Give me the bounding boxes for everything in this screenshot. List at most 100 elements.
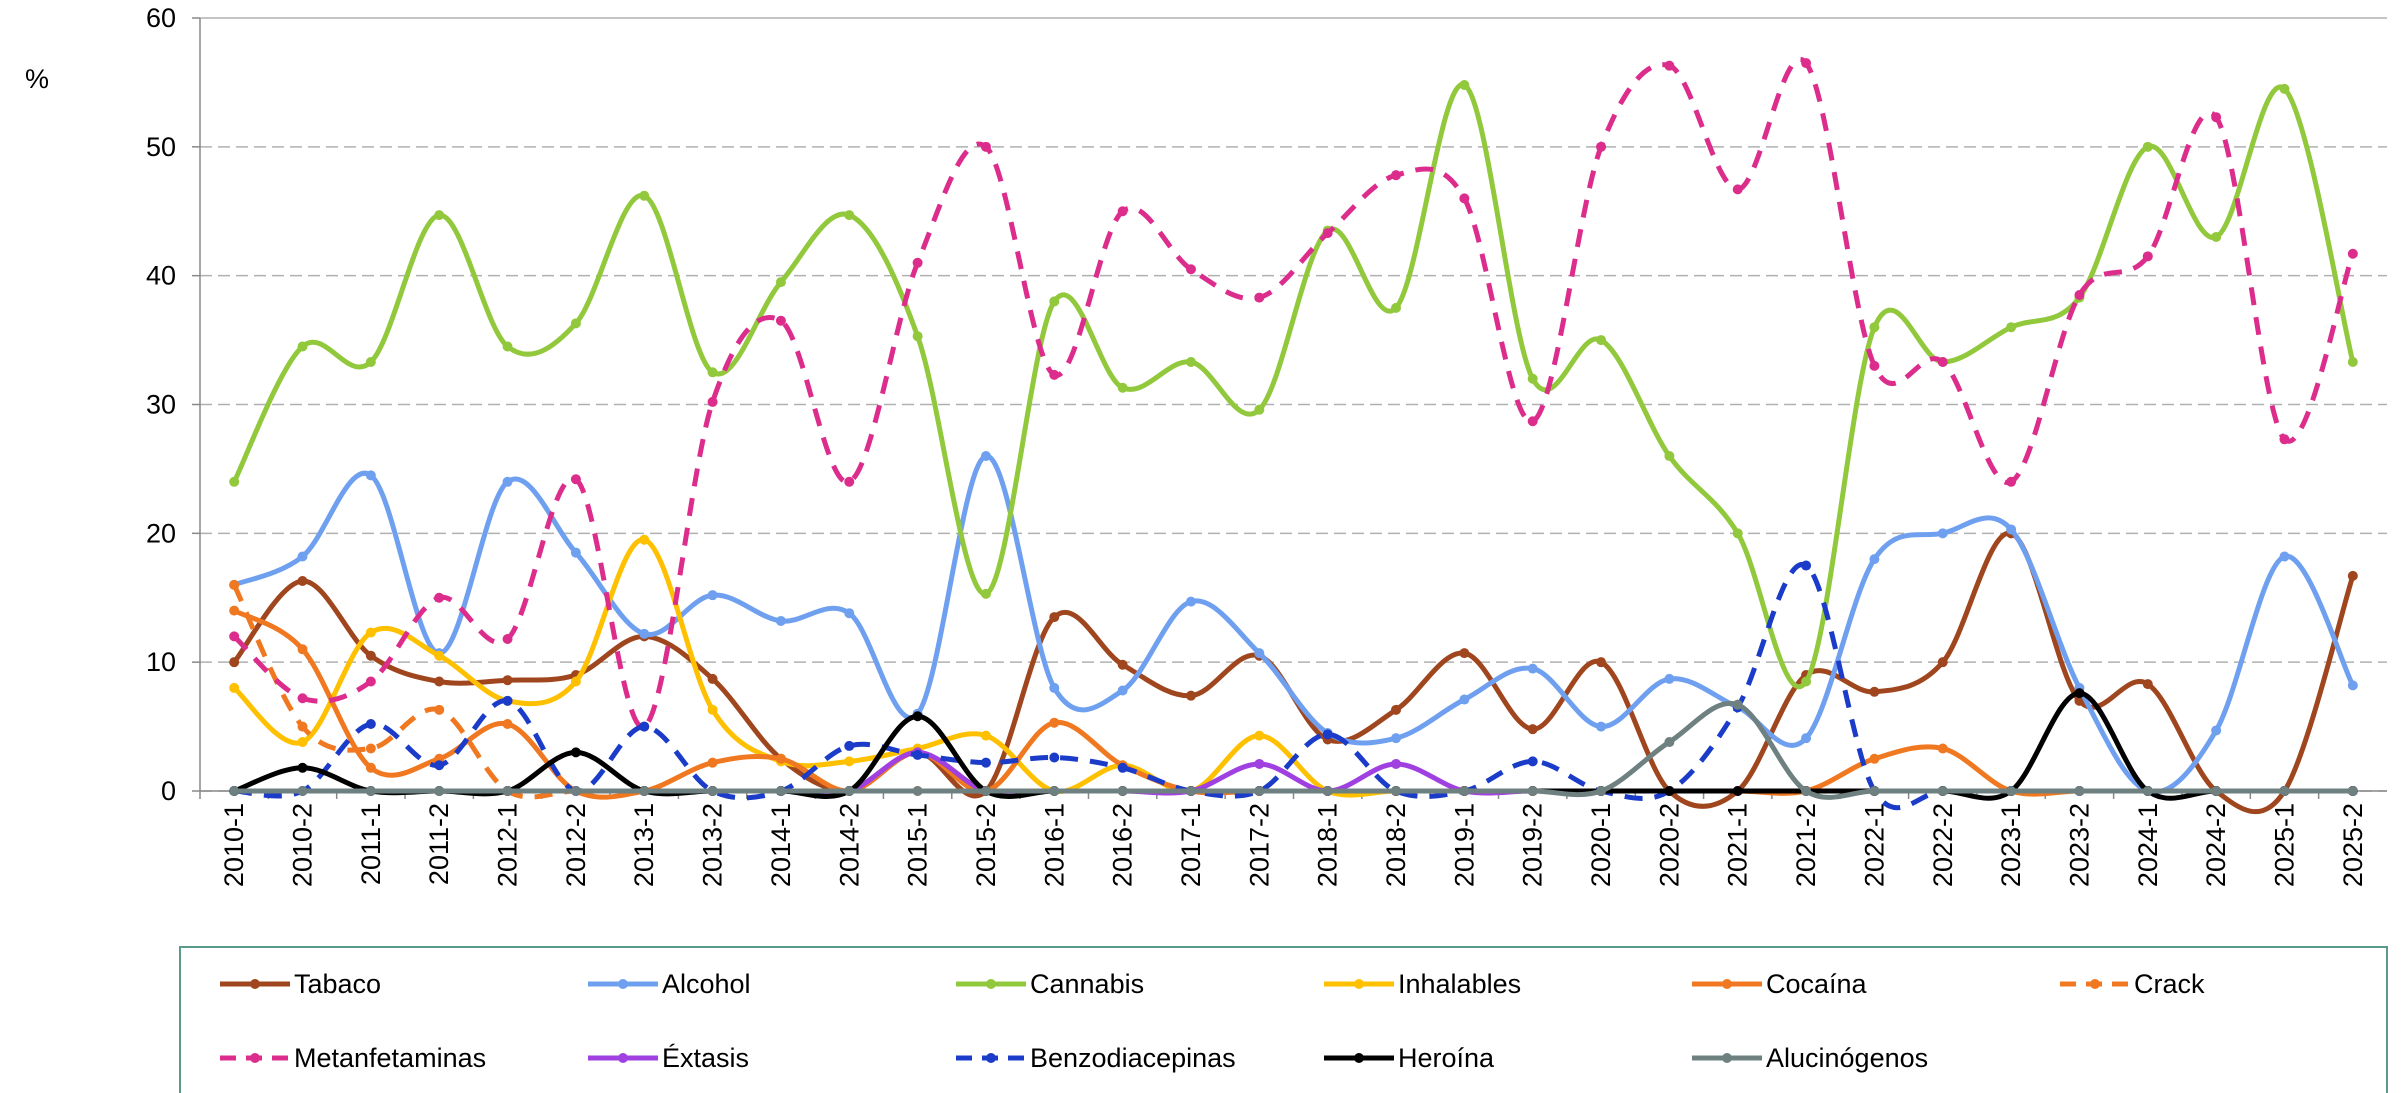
series-marker <box>365 719 376 730</box>
series-marker <box>229 786 240 796</box>
series-marker <box>365 676 376 687</box>
series-marker <box>570 318 581 329</box>
x-tick-label: 2015-1 <box>903 803 933 887</box>
x-tick-label: 2010-1 <box>219 803 249 887</box>
x-tick-label: 2012-2 <box>561 803 591 887</box>
series-marker <box>1185 264 1196 275</box>
series-marker <box>1254 758 1265 769</box>
series-marker <box>1664 451 1675 462</box>
series-marker <box>1254 648 1265 659</box>
series-marker <box>1732 528 1743 539</box>
series-marker <box>502 341 513 352</box>
legend-label: Metanfetaminas <box>294 1043 486 1073</box>
series-marker <box>980 451 991 462</box>
series-marker <box>2211 725 2222 736</box>
series-marker <box>707 590 718 601</box>
series-marker <box>297 576 308 587</box>
series-marker <box>1596 141 1607 152</box>
series-marker <box>1254 786 1265 796</box>
series-marker <box>1937 657 1948 668</box>
y-tick-label: 0 <box>161 776 176 806</box>
x-tick-label: 2016-2 <box>1108 803 1138 887</box>
series-line <box>231 82 2356 690</box>
series-marker <box>775 615 786 626</box>
legend-label: Cannabis <box>1030 969 1144 999</box>
series-marker <box>2347 680 2358 691</box>
y-tick-label: 50 <box>146 132 176 162</box>
series-marker <box>1596 786 1607 796</box>
series-marker <box>1801 733 1812 744</box>
series-marker <box>980 141 991 152</box>
series-marker <box>1049 296 1060 307</box>
series-marker <box>2142 251 2153 262</box>
series-marker <box>1049 369 1060 380</box>
series-marker <box>1527 756 1538 767</box>
series-marker <box>1869 554 1880 565</box>
series-line <box>233 690 2353 801</box>
series-marker <box>1185 690 1196 701</box>
series-marker <box>1937 356 1948 367</box>
x-tick-label: 2024-1 <box>2133 803 2163 887</box>
series-marker <box>434 760 445 771</box>
series-marker <box>229 657 240 668</box>
series-marker <box>1391 302 1402 313</box>
series-marker <box>707 757 718 768</box>
series-marker <box>1185 596 1196 607</box>
x-tick-label: 2017-1 <box>1176 803 1206 887</box>
series-marker <box>365 743 376 754</box>
series-marker <box>297 737 308 748</box>
series-marker <box>2006 476 2017 487</box>
series-marker <box>297 786 308 796</box>
series-marker <box>570 676 581 687</box>
x-tick-label: 2016-1 <box>1039 803 1069 887</box>
series-marker <box>2142 141 2153 152</box>
series-marker <box>1459 193 1470 204</box>
series-marker <box>1801 676 1812 687</box>
y-tick-label: 10 <box>146 647 176 677</box>
series-marker <box>1869 360 1880 371</box>
series-marker <box>570 474 581 485</box>
x-tick-label: 2015-2 <box>971 803 1001 887</box>
series-marker <box>1527 724 1538 735</box>
series-marker <box>570 747 581 758</box>
series-marker <box>1185 786 1196 796</box>
series-marker <box>2279 434 2290 445</box>
series-marker <box>434 676 445 687</box>
series-marker <box>434 210 445 221</box>
series-marker <box>1117 685 1128 696</box>
series-marker <box>844 740 855 751</box>
series-marker <box>2347 570 2358 581</box>
series-marker <box>1732 786 1743 796</box>
series-marker <box>639 190 650 201</box>
series-marker <box>229 682 240 693</box>
series-marker <box>1596 657 1607 668</box>
series-marker <box>434 592 445 603</box>
series-marker <box>1391 733 1402 744</box>
series-marker <box>639 534 650 545</box>
x-tick-label: 2022-1 <box>1859 803 1889 887</box>
series-marker <box>1937 528 1948 539</box>
x-tick-label: 2012-1 <box>493 803 523 887</box>
legend-label: Éxtasis <box>662 1043 749 1073</box>
series-marker <box>1869 322 1880 333</box>
x-tick-label: 2019-1 <box>1449 803 1479 887</box>
legend-label: Benzodiacepinas <box>1030 1043 1236 1073</box>
series-marker <box>1391 704 1402 715</box>
x-tick-label: 2010-2 <box>288 803 318 887</box>
series-marker <box>2074 786 2085 796</box>
legend-swatch-marker <box>986 979 996 989</box>
series-marker <box>1254 404 1265 415</box>
x-tick-label: 2011-1 <box>356 803 386 885</box>
series-marker <box>1527 786 1538 796</box>
y-tick-label: 60 <box>146 3 176 33</box>
legend-swatch-marker <box>250 1053 260 1063</box>
series-marker <box>2279 83 2290 94</box>
series-marker <box>1801 786 1812 796</box>
series-marker <box>2074 688 2085 699</box>
series-marker <box>844 476 855 487</box>
series-marker <box>297 341 308 352</box>
series-marker <box>1527 416 1538 427</box>
series-marker <box>912 331 923 342</box>
series-marker <box>2006 786 2017 796</box>
series-marker <box>365 762 376 773</box>
